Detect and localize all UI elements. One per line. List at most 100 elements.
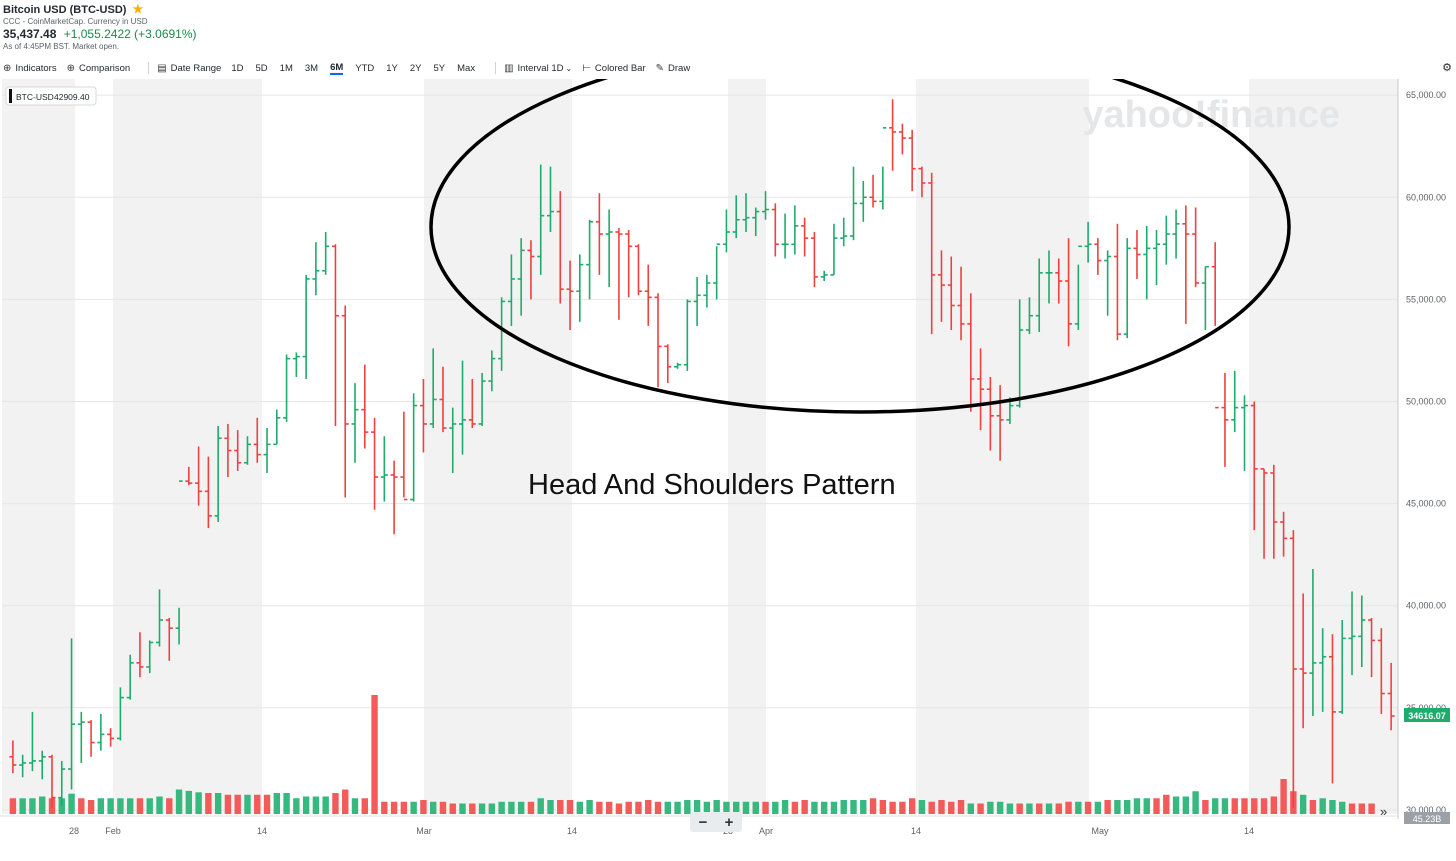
volume-bar — [254, 794, 261, 814]
zoom-in-button[interactable]: + — [724, 813, 734, 831]
ohlc-bar — [781, 213, 789, 259]
volume-bar — [1133, 798, 1141, 814]
volume-bar — [801, 800, 808, 814]
x-tick-label: 28 — [69, 826, 79, 836]
star-icon[interactable]: ★ — [132, 2, 144, 16]
volume-bar — [195, 792, 202, 814]
indicators-button[interactable]: ⊕ Indicators — [3, 62, 57, 74]
volume-bar — [762, 801, 769, 814]
x-tick-label: 14 — [1244, 826, 1254, 836]
symbol-legend-box[interactable]: BTC-USD 42909.40 — [5, 86, 97, 106]
last-price-tag: 34616.07 — [1404, 708, 1450, 722]
volume-bar — [107, 798, 114, 814]
volume-bar — [1065, 801, 1072, 814]
range-6m[interactable]: 6M — [330, 61, 344, 75]
ohlc-bar — [38, 750, 46, 780]
draw-button[interactable]: ✎ Draw — [655, 62, 691, 74]
volume-bar — [332, 793, 339, 814]
shade-band — [113, 79, 262, 814]
plus-circle-icon: ⊕ — [66, 62, 75, 74]
range-5y[interactable]: 5Y — [433, 62, 446, 74]
ohlc-bar — [1328, 634, 1336, 784]
volume-bar — [1299, 794, 1307, 814]
volume-bar — [1319, 798, 1326, 814]
volume-bar — [967, 803, 975, 814]
date-range-button[interactable]: ▤ Date Range — [157, 62, 222, 74]
ohlc-bar — [1250, 401, 1258, 531]
volume-bar — [1143, 798, 1150, 814]
ohlc-bar — [830, 223, 838, 276]
x-tick-label: Feb — [105, 826, 121, 836]
ohlc-bar — [537, 164, 545, 275]
volume-bar — [576, 801, 584, 814]
volume-bar — [1241, 798, 1248, 814]
ohlc-bar-icon: ⊢ — [582, 62, 591, 74]
range-max[interactable]: Max — [457, 62, 476, 74]
price-chart[interactable]: yahoo!finance 30,000.00 35,000.00 40,000.0… — [0, 79, 1456, 849]
range-1m[interactable]: 1M — [279, 62, 293, 74]
ohlc-bar — [97, 713, 105, 751]
range-5d[interactable]: 5D — [255, 62, 268, 74]
ohlc-bar — [175, 480, 183, 645]
range-3m[interactable]: 3M — [304, 62, 319, 74]
ohlc-bar — [957, 266, 965, 341]
ohlc-bar — [312, 242, 320, 296]
volume-bar — [97, 798, 105, 814]
ohlc-bar — [1260, 468, 1268, 559]
volume-bar — [312, 796, 320, 814]
zoom-out-button[interactable]: − — [698, 813, 708, 831]
interval-dropdown[interactable]: ▥ Interval 1D ⌄ — [504, 62, 573, 74]
ohlc-bar — [488, 350, 496, 392]
volume-bar — [811, 801, 818, 814]
ohlc-bar — [1299, 593, 1307, 729]
ohlc-bar — [1162, 215, 1170, 265]
volume-bar — [996, 801, 1004, 814]
ohlc-bar — [1368, 617, 1376, 678]
ohlc-bar — [28, 711, 36, 772]
x-tick-label: Mar — [416, 826, 432, 836]
range-1d[interactable]: 1D — [231, 62, 244, 74]
volume-bar — [156, 796, 163, 814]
ohlc-bar — [253, 417, 261, 463]
ohlc-bar — [625, 229, 633, 298]
volume-bar — [361, 798, 368, 814]
volume-bar — [234, 794, 241, 814]
y-tick-label: 40,000.00 — [1406, 601, 1446, 611]
ohlc-bar — [1338, 619, 1346, 714]
ohlc-bar — [732, 195, 740, 239]
ohlc-bar — [322, 231, 330, 275]
volume-bar — [469, 803, 476, 814]
volume-bar — [68, 793, 75, 814]
comparison-button[interactable]: ⊕ Comparison — [66, 62, 131, 74]
chart-type-dropdown[interactable]: ⊢ Colored Bar — [582, 62, 646, 74]
volume-bar — [879, 800, 887, 814]
ohlc-bar — [126, 654, 134, 700]
ohlc-bar — [762, 191, 770, 220]
volume-bar — [1202, 800, 1209, 814]
ohlc-bar — [996, 385, 1004, 461]
volume-bar — [1309, 800, 1317, 814]
ohlc-bar — [1153, 229, 1161, 286]
volume-bar — [723, 801, 730, 814]
range-1y[interactable]: 1Y — [386, 62, 398, 74]
volume-bar — [498, 801, 505, 814]
last-price-label: 34616.07 — [1408, 711, 1446, 721]
range-2y[interactable]: 2Y — [409, 62, 422, 74]
legend-box-bg — [5, 86, 97, 106]
ohlc-bar — [1358, 595, 1366, 667]
ohlc-bar — [713, 243, 721, 300]
ohlc-bar — [517, 238, 525, 316]
y-tick-label: 60,000.00 — [1406, 192, 1446, 202]
ohlc-bar — [195, 446, 203, 506]
volume-bar — [1329, 800, 1336, 814]
double-chevron-right-icon[interactable]: » — [1380, 804, 1388, 819]
gear-icon[interactable]: ⚙ — [1442, 62, 1452, 74]
volume-bar — [1270, 796, 1278, 814]
ohlc-bar — [302, 274, 310, 380]
volume-bar — [1348, 803, 1356, 814]
range-ytd[interactable]: YTD — [355, 62, 375, 74]
volume-bar — [420, 800, 427, 814]
calendar-icon: ▤ — [157, 62, 167, 74]
chart-toolbar: ⊕ Indicators ⊕ Comparison ▤ Date Range 1D 5… — [0, 60, 1456, 76]
volume-tag-bg — [1404, 812, 1450, 824]
